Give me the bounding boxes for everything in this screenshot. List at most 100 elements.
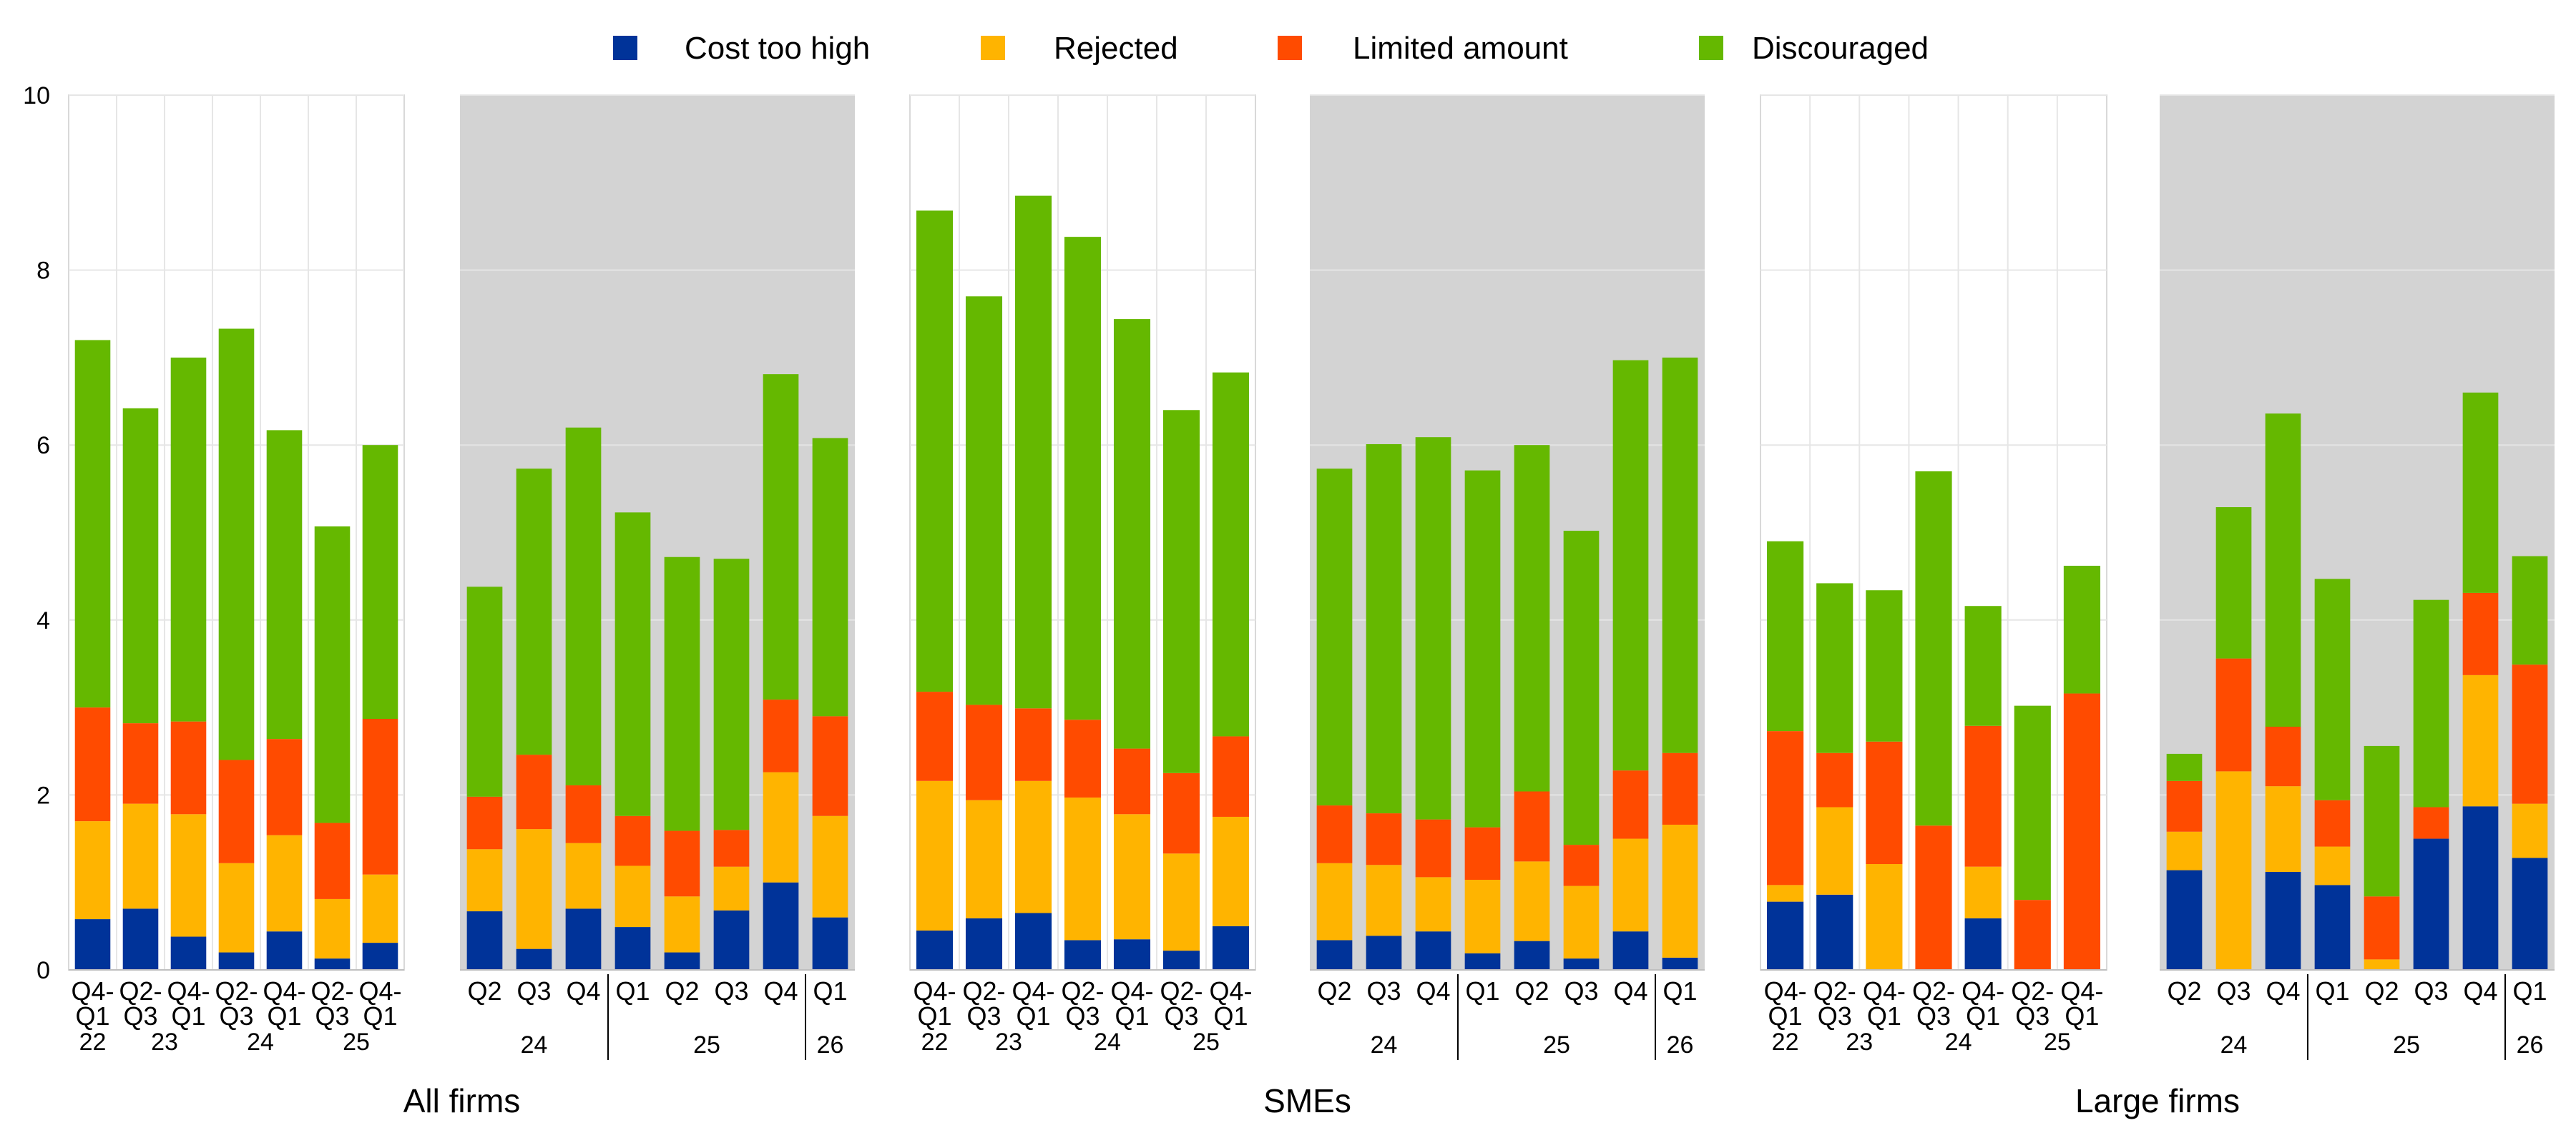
x-tick-label: Q3 [1916,1001,1951,1031]
bar-segment [266,430,303,740]
bar-segment [1064,720,1102,798]
bar-segment [2512,664,2548,804]
bar-segment [2314,579,2351,800]
x-tick-label: Q2 [1317,976,1351,1006]
x-year-label: 26 [2517,1031,2544,1059]
bar-segment [1316,469,1353,806]
x-tick-label: Q4- [358,976,401,1006]
bar-segment [516,755,552,830]
x-year-label: 23 [151,1029,178,1056]
bar-segment [2364,959,2400,970]
x-tick-label: Q4- [1110,976,1153,1006]
x-tick-label: Q1 [363,1001,397,1031]
x-tick-label: Q2- [1912,976,1955,1006]
bar-segment [1162,853,1200,951]
bar-segment [565,908,602,970]
bar-segment [614,815,651,866]
x-tick-label: Q3 [1818,1001,1852,1031]
legend-label: Discouraged [1752,31,1929,66]
x-tick-label: Q2- [310,976,353,1006]
bar-segment [170,936,207,970]
bar-segment [763,374,799,700]
bar-segment [1964,866,2002,918]
bar-segment [916,930,954,970]
bar-segment [2512,803,2548,858]
x-tick-label: Q1 [171,1001,205,1031]
x-tick-label: Q4- [71,976,114,1006]
bar-segment [565,427,602,785]
bar-segment [965,705,1003,800]
x-tick-label: Q4 [763,976,798,1006]
bar-segment [2166,780,2203,832]
bar-segment [362,874,398,943]
bar-segment [266,931,303,970]
x-tick-label: Q3 [219,1001,253,1031]
bar-segment [362,718,398,875]
bar-segment [74,707,111,822]
bar-segment [466,911,503,970]
bar-segment [1366,443,1402,814]
y-tick-label: 8 [36,257,50,285]
bar-segment [314,526,351,823]
x-tick-label: Q2 [1514,976,1549,1006]
bar-segment [1415,437,1451,820]
x-tick-label: Q1 [1768,1001,1803,1031]
y-tick-label: 0 [36,957,50,984]
bar-segment [2314,800,2351,847]
bar-segment [1612,838,1649,932]
bar-segment [1064,237,1102,720]
x-tick-label: Q4- [1012,976,1054,1006]
bar-segment [362,445,398,719]
bar-segment [1816,807,1853,895]
bar-segment [614,927,651,970]
x-year-label: 24 [1945,1029,1972,1056]
bar-segment [218,760,255,863]
x-tick-label: Q2- [2011,976,2054,1006]
x-year-label: 26 [817,1031,844,1059]
bar-segment [1766,731,1804,886]
x-tick-label: Q1 [615,976,650,1006]
y-tick-label: 2 [36,782,50,809]
bar-segment [1612,770,1649,839]
bar-segment [466,587,503,797]
x-year-label: 22 [921,1029,949,1056]
bar-segment [1415,931,1451,970]
x-year-label: 24 [1094,1029,1121,1056]
legend-label: Rejected [1054,31,1178,66]
x-tick-label: Q1 [1867,1001,1901,1031]
bar-segment [1366,865,1402,936]
bar-segment [2413,838,2449,970]
bar-segment [812,716,848,816]
bar-segment [1866,741,1903,865]
x-year-label: 26 [1667,1031,1694,1059]
x-year-label: 23 [995,1029,1022,1056]
x-tick-label: Q4- [167,976,210,1006]
y-tick-label: 4 [36,607,50,634]
legend-label: Limited amount [1353,31,1568,66]
bar-segment [1113,319,1151,749]
bar-segment [965,296,1003,705]
bar-segment [2265,413,2301,727]
x-tick-label: Q4 [566,976,600,1006]
bar-segment [812,438,848,717]
x-tick-label: Q3 [2216,976,2251,1006]
x-tick-label: Q4- [1764,976,1807,1006]
bar-segment [1766,541,1804,732]
group-title: Large firms [2075,1082,2240,1119]
x-tick-label: Q3 [2015,1001,2049,1031]
bar-segment [218,328,255,760]
bar-segment [2314,846,2351,886]
bar-segment [1662,357,1698,753]
bar-segment [763,772,799,883]
bar-segment [664,952,700,970]
x-tick-label: Q1 [267,1001,301,1031]
bar-segment [1014,913,1052,970]
x-tick-label: Q3 [714,976,748,1006]
bar-segment [1563,845,1600,886]
x-tick-label: Q1 [1465,976,1499,1006]
bar-segment [1514,791,1550,862]
bar-segment [1766,885,1804,902]
x-year-label: 25 [1543,1031,1570,1059]
x-tick-label: Q1 [2315,976,2349,1006]
